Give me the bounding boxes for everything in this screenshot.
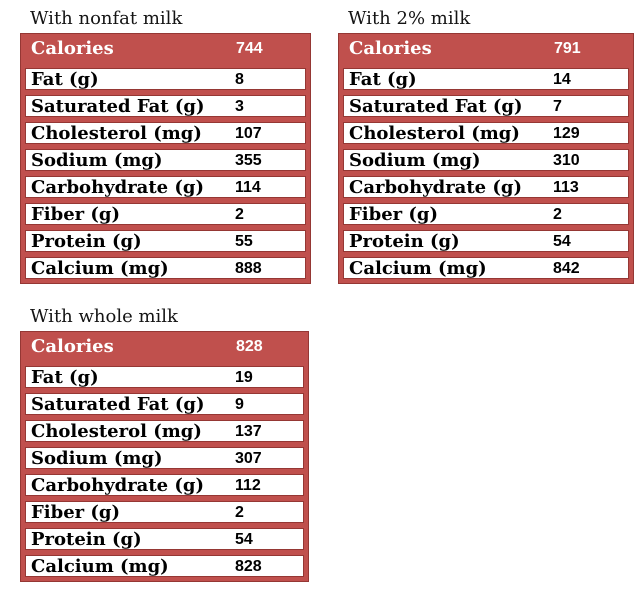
- nutrient-row: Fiber (g) 2: [343, 203, 629, 225]
- nutrient-value: 2: [235, 503, 244, 521]
- table-box: Calories 744 Fat (g) 8 Saturated Fat (g) 3 C…: [20, 33, 311, 284]
- calories-label: Calories: [31, 335, 114, 357]
- nutrient-row: Fiber (g) 2: [25, 501, 304, 523]
- nutrient-label: Cholesterol (mg): [31, 420, 202, 442]
- nutrient-label: Cholesterol (mg): [31, 122, 202, 144]
- nutrient-row: Sodium (mg) 355: [25, 149, 306, 171]
- nutrient-value: 112: [235, 476, 261, 494]
- nutrient-value: 55: [235, 232, 253, 250]
- nutrient-row: Cholesterol (mg) 107: [25, 122, 306, 144]
- nutrient-value: 2: [235, 205, 244, 223]
- nutrient-label: Protein (g): [31, 230, 142, 252]
- nutrient-row: Fiber (g) 2: [25, 203, 306, 225]
- nutrient-row: Calcium (mg) 828: [25, 555, 304, 577]
- table-body: Fat (g) 19 Saturated Fat (g) 9 Cholesterol (…: [21, 361, 308, 581]
- calories-value: 744: [236, 39, 263, 57]
- nutrient-label: Fiber (g): [31, 501, 121, 523]
- nutrient-value: 307: [235, 449, 262, 467]
- nutrient-value: 2: [553, 205, 562, 223]
- nutrient-label: Fiber (g): [349, 203, 439, 225]
- nutrient-value: 54: [553, 232, 571, 250]
- nutrient-value: 310: [553, 151, 580, 169]
- calories-value: 791: [554, 39, 581, 57]
- nutrition-table-2-percent-milk: With 2% milk Calories 791 Fat (g) 14 Satur…: [338, 8, 634, 284]
- nutrient-label: Saturated Fat (g): [31, 95, 205, 117]
- nutrient-value: 828: [235, 557, 262, 575]
- nutrient-row: Carbohydrate (g) 114: [25, 176, 306, 198]
- nutrient-row: Protein (g) 54: [343, 230, 629, 252]
- nutrient-label: Sodium (mg): [31, 149, 163, 171]
- calories-header-row: Calories 744: [21, 34, 310, 63]
- nutrient-label: Sodium (mg): [31, 447, 163, 469]
- table-box: Calories 791 Fat (g) 14 Saturated Fat (g) 7…: [338, 33, 634, 284]
- nutrient-label: Saturated Fat (g): [349, 95, 523, 117]
- nutrient-row: Fat (g) 14: [343, 68, 629, 90]
- table-title: With whole milk: [30, 306, 178, 327]
- nutrition-table-nonfat-milk: With nonfat milk Calories 744 Fat (g) 8 Sa…: [20, 8, 311, 284]
- nutrient-label: Carbohydrate (g): [349, 176, 522, 198]
- nutrient-value: 355: [235, 151, 262, 169]
- table-body: Fat (g) 14 Saturated Fat (g) 7 Cholesterol (…: [339, 63, 633, 283]
- nutrient-value: 888: [235, 259, 262, 277]
- nutrient-row: Sodium (mg) 310: [343, 149, 629, 171]
- nutrient-value: 129: [553, 124, 580, 142]
- nutrient-value: 7: [553, 97, 562, 115]
- calories-label: Calories: [349, 37, 432, 59]
- nutrient-value: 842: [553, 259, 580, 277]
- calories-header-row: Calories 791: [339, 34, 633, 63]
- nutrient-label: Carbohydrate (g): [31, 474, 204, 496]
- nutrient-row: Protein (g) 55: [25, 230, 306, 252]
- table-box: Calories 828 Fat (g) 19 Saturated Fat (g) 9…: [20, 331, 309, 582]
- nutrient-value: 14: [553, 70, 571, 88]
- nutrient-label: Sodium (mg): [349, 149, 481, 171]
- nutrient-label: Calcium (mg): [31, 555, 169, 577]
- nutrient-value: 3: [235, 97, 244, 115]
- table-body: Fat (g) 8 Saturated Fat (g) 3 Cholesterol (m…: [21, 63, 310, 283]
- nutrient-label: Calcium (mg): [31, 257, 169, 279]
- nutrient-row: Saturated Fat (g) 9: [25, 393, 304, 415]
- nutrient-label: Calcium (mg): [349, 257, 487, 279]
- nutrient-row: Protein (g) 54: [25, 528, 304, 550]
- nutrient-label: Saturated Fat (g): [31, 393, 205, 415]
- nutrition-table-whole-milk: With whole milk Calories 828 Fat (g) 19 Sa…: [20, 306, 309, 582]
- table-title: With nonfat milk: [30, 8, 183, 29]
- table-title: With 2% milk: [348, 8, 471, 29]
- nutrient-value: 54: [235, 530, 253, 548]
- nutrient-value: 107: [235, 124, 262, 142]
- nutrient-label: Fiber (g): [31, 203, 121, 225]
- calories-label: Calories: [31, 37, 114, 59]
- nutrient-label: Fat (g): [349, 68, 417, 90]
- nutrient-label: Fat (g): [31, 68, 99, 90]
- nutrient-row: Calcium (mg) 842: [343, 257, 629, 279]
- nutrient-label: Protein (g): [31, 528, 142, 550]
- nutrient-label: Cholesterol (mg): [349, 122, 520, 144]
- nutrient-label: Protein (g): [349, 230, 460, 252]
- nutrient-value: 19: [235, 368, 253, 386]
- nutrient-value: 137: [235, 422, 262, 440]
- nutrient-row: Cholesterol (mg) 129: [343, 122, 629, 144]
- calories-value: 828: [236, 337, 263, 355]
- nutrient-row: Fat (g) 8: [25, 68, 306, 90]
- nutrient-value: 9: [235, 395, 244, 413]
- nutrient-value: 114: [235, 178, 261, 196]
- nutrient-row: Sodium (mg) 307: [25, 447, 304, 469]
- nutrient-row: Saturated Fat (g) 7: [343, 95, 629, 117]
- nutrient-row: Saturated Fat (g) 3: [25, 95, 306, 117]
- nutrient-row: Carbohydrate (g) 113: [343, 176, 629, 198]
- nutrient-row: Carbohydrate (g) 112: [25, 474, 304, 496]
- calories-header-row: Calories 828: [21, 332, 308, 361]
- nutrient-label: Fat (g): [31, 366, 99, 388]
- nutrient-row: Calcium (mg) 888: [25, 257, 306, 279]
- nutrient-row: Fat (g) 19: [25, 366, 304, 388]
- nutrient-label: Carbohydrate (g): [31, 176, 204, 198]
- nutrient-value: 113: [553, 178, 579, 196]
- nutrient-value: 8: [235, 70, 244, 88]
- nutrient-row: Cholesterol (mg) 137: [25, 420, 304, 442]
